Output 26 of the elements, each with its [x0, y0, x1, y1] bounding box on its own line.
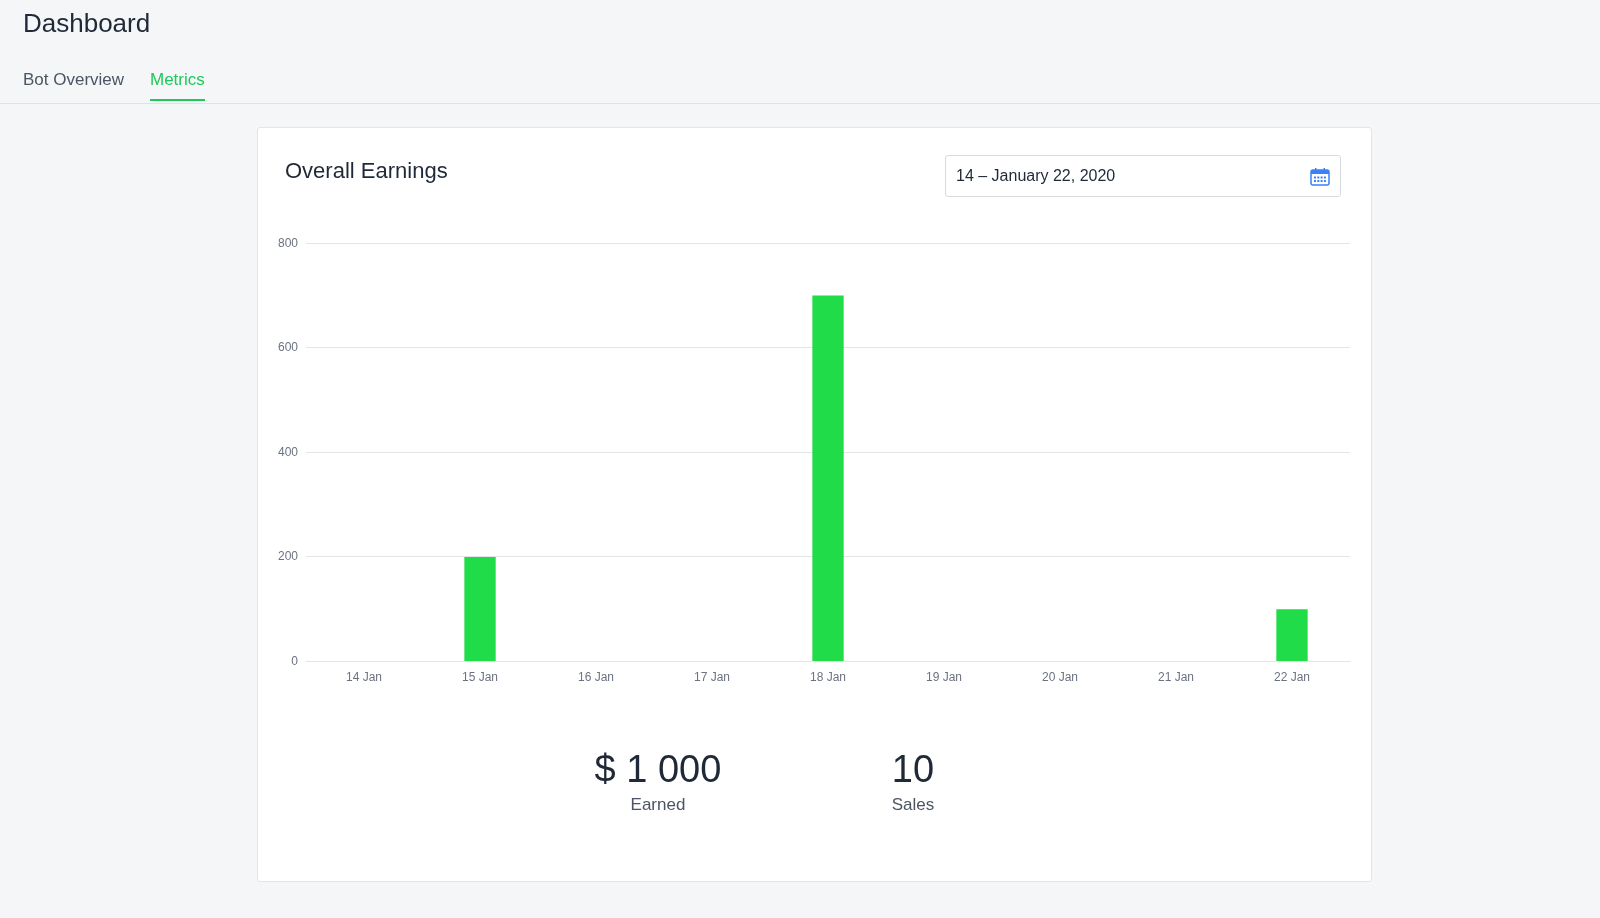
text: Sales [891, 795, 935, 814]
text: $ 1 000 [594, 748, 722, 790]
x-tick-label: 16 Jan [578, 670, 615, 685]
text: 14 – January 22, 2020 [956, 167, 1116, 184]
y-tick-label: 600 [277, 340, 299, 355]
chart-title: Overall Earnings [285, 158, 448, 184]
text: Earned [630, 795, 686, 814]
y-tick-label: 800 [277, 235, 299, 250]
x-tick-label: 18 Jan [810, 670, 847, 685]
x-tick-label: 17 Jan [694, 670, 731, 685]
text: Bot Overview [23, 70, 125, 89]
y-tick-label: 200 [277, 549, 299, 564]
x-tick-label: 22 Jan [1273, 670, 1311, 685]
x-tick-label: 21 Jan [1157, 670, 1195, 685]
bar [1276, 609, 1308, 662]
x-tick-label: 19 Jan [925, 670, 963, 685]
text: Dashboard [23, 8, 151, 38]
x-tick-label: 14 Jan [346, 670, 383, 685]
x-tick-label: 20 Jan [1041, 670, 1079, 685]
text: Metrics [150, 70, 205, 89]
bar [812, 295, 844, 662]
y-tick-label: 400 [277, 444, 299, 459]
bar [464, 557, 496, 662]
y-tick-label: 0 [291, 653, 299, 668]
text: 10 [891, 748, 935, 790]
x-tick-label: 15 Jan [462, 670, 499, 685]
